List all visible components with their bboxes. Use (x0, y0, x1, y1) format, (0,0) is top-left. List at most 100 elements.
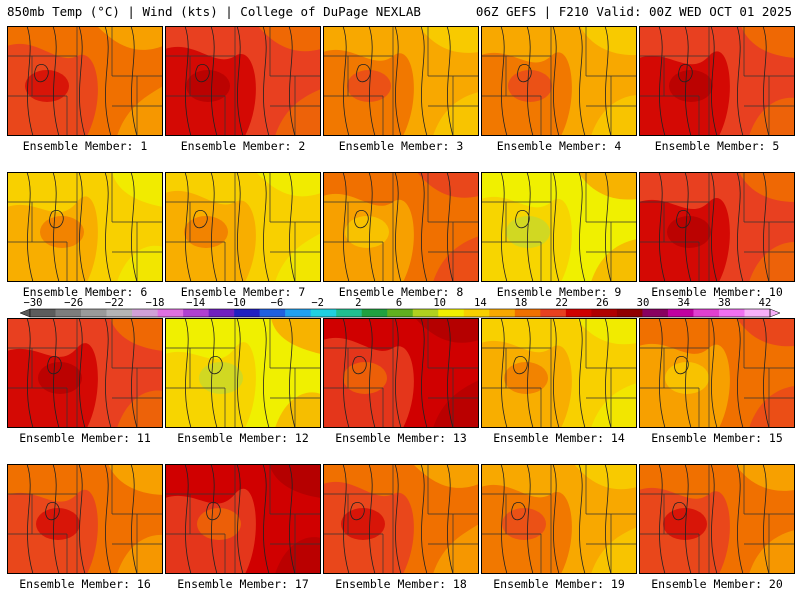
colorbar-svg: −30 −26 −22 −18 −14 −10 −6 −2 2 6 10 14 18 22 26 30 34 38… (19, 297, 781, 318)
colorbar-swatch (565, 309, 592, 317)
colorbar-tick-label: 6 (396, 297, 402, 309)
member-caption: Ensemble Member: 4 (496, 139, 622, 153)
ensemble-panel: Ensemble Member: 16 (7, 464, 163, 591)
member-caption: Ensemble Member: 9 (496, 285, 622, 299)
ensemble-panel: Ensemble Member: 11 (7, 318, 163, 445)
colorbar-tick-label: −18 (146, 297, 165, 309)
header-run-info: 06Z GEFS | F210 Valid: 00Z WED OCT 01 20… (475, 4, 792, 19)
ensemble-panel: Ensemble Member: 2 (165, 26, 321, 153)
member-caption: Ensemble Member: 13 (335, 431, 467, 445)
colorbar-tick-label: −26 (64, 297, 83, 309)
colorbar-tick-label: −30 (24, 297, 43, 309)
colorbar-swatch (81, 309, 107, 317)
colorbar-tick-label: 34 (677, 297, 690, 309)
colorbar-swatch (489, 309, 516, 317)
colorbar-tick-label: −10 (227, 297, 246, 309)
ensemble-map (165, 26, 321, 136)
member-caption: Ensemble Member: 3 (338, 139, 464, 153)
colorbar-swatch (514, 309, 541, 317)
member-caption: Ensemble Member: 11 (19, 431, 151, 445)
ensemble-panel: Ensemble Member: 15 (639, 318, 795, 445)
ensemble-map (323, 26, 479, 136)
ensemble-map (639, 172, 795, 282)
colorbar-tick-label: 10 (433, 297, 446, 309)
ensemble-panel: Ensemble Member: 14 (481, 318, 637, 445)
ensemble-panel: Ensemble Member: 7 (165, 172, 321, 299)
ensemble-map (481, 318, 637, 428)
colorbar-swatch (157, 309, 184, 317)
colorbar-swatch (463, 309, 490, 317)
ensemble-map (639, 464, 795, 574)
member-caption: Ensemble Member: 20 (651, 577, 783, 591)
ensemble-panel: Ensemble Member: 18 (323, 464, 479, 591)
header-title: 850mb Temp (°C) | Wind (kts) | College o… (7, 4, 421, 19)
ensemble-map (323, 464, 479, 574)
ensemble-map (323, 318, 479, 428)
ensemble-map (7, 172, 163, 282)
ensemble-map (165, 172, 321, 282)
colorbar-tick-label: −14 (186, 297, 205, 309)
ensemble-panel: Ensemble Member: 10 (639, 172, 795, 299)
colorbar-swatch (183, 309, 209, 317)
ensemble-map (481, 26, 637, 136)
colorbar-tick-label: −22 (105, 297, 124, 309)
ensemble-panel: Ensemble Member: 1 (7, 26, 163, 153)
member-caption: Ensemble Member: 16 (19, 577, 151, 591)
member-caption: Ensemble Member: 18 (335, 577, 467, 591)
colorbar-swatch (234, 309, 260, 317)
colorbar-swatch (387, 309, 414, 317)
ensemble-panel: Ensemble Member: 9 (481, 172, 637, 299)
ensemble-map (481, 464, 637, 574)
colorbar-swatch (55, 309, 82, 317)
colorbar-swatch (285, 309, 311, 317)
ensemble-panel: Ensemble Member: 19 (481, 464, 637, 591)
ensemble-map (7, 318, 163, 428)
member-caption: Ensemble Member: 2 (180, 139, 306, 153)
colorbar-tick-label: 22 (555, 297, 568, 309)
ensemble-map (323, 172, 479, 282)
colorbar-swatch (361, 309, 388, 317)
member-caption: Ensemble Member: 19 (493, 577, 625, 591)
ensemble-panel: Ensemble Member: 17 (165, 464, 321, 591)
ensemble-map (165, 318, 321, 428)
colorbar-swatch (642, 309, 669, 317)
member-caption: Ensemble Member: 14 (493, 431, 625, 445)
ensemble-panel: Ensemble Member: 4 (481, 26, 637, 153)
colorbar-swatch (30, 309, 56, 317)
member-caption: Ensemble Member: 6 (22, 285, 148, 299)
colorbar-swatch (667, 309, 694, 317)
colorbar-swatch (106, 309, 133, 317)
ensemble-map (165, 464, 321, 574)
colorbar-swatch (744, 309, 771, 317)
ensemble-panel: Ensemble Member: 12 (165, 318, 321, 445)
colorbar: −30 −26 −22 −18 −14 −10 −6 −2 2 6 10 14 18 22 26 30 34 38… (0, 296, 800, 322)
colorbar-frame (29, 308, 771, 318)
colorbar-swatch (718, 309, 745, 317)
ensemble-panel: Ensemble Member: 8 (323, 172, 479, 299)
colorbar-tick-label: 18 (515, 297, 528, 309)
colorbar-swatch (616, 309, 643, 317)
colorbar-min-arrow (19, 308, 31, 318)
ensemble-panel: Ensemble Member: 13 (323, 318, 479, 445)
member-caption: Ensemble Member: 8 (338, 285, 464, 299)
colorbar-swatch (412, 309, 439, 317)
colorbar-swatch (336, 309, 363, 317)
colorbar-swatch (693, 309, 720, 317)
member-caption: Ensemble Member: 17 (177, 577, 309, 591)
colorbar-max-arrow (769, 308, 781, 318)
member-caption: Ensemble Member: 7 (180, 285, 306, 299)
ensemble-panel: Ensemble Member: 20 (639, 464, 795, 591)
colorbar-tick-label: −6 (271, 297, 284, 309)
member-caption: Ensemble Member: 12 (177, 431, 309, 445)
member-caption: Ensemble Member: 1 (22, 139, 148, 153)
ensemble-map (481, 172, 637, 282)
member-caption: Ensemble Member: 10 (651, 285, 783, 299)
ensemble-map (7, 26, 163, 136)
colorbar-swatch (259, 309, 286, 317)
colorbar-swatch (591, 309, 618, 317)
colorbar-swatch (132, 309, 158, 317)
colorbar-tick-label: 14 (474, 297, 487, 309)
colorbar-tick-label: 26 (596, 297, 609, 309)
ensemble-map (639, 26, 795, 136)
colorbar-swatch (208, 309, 235, 317)
